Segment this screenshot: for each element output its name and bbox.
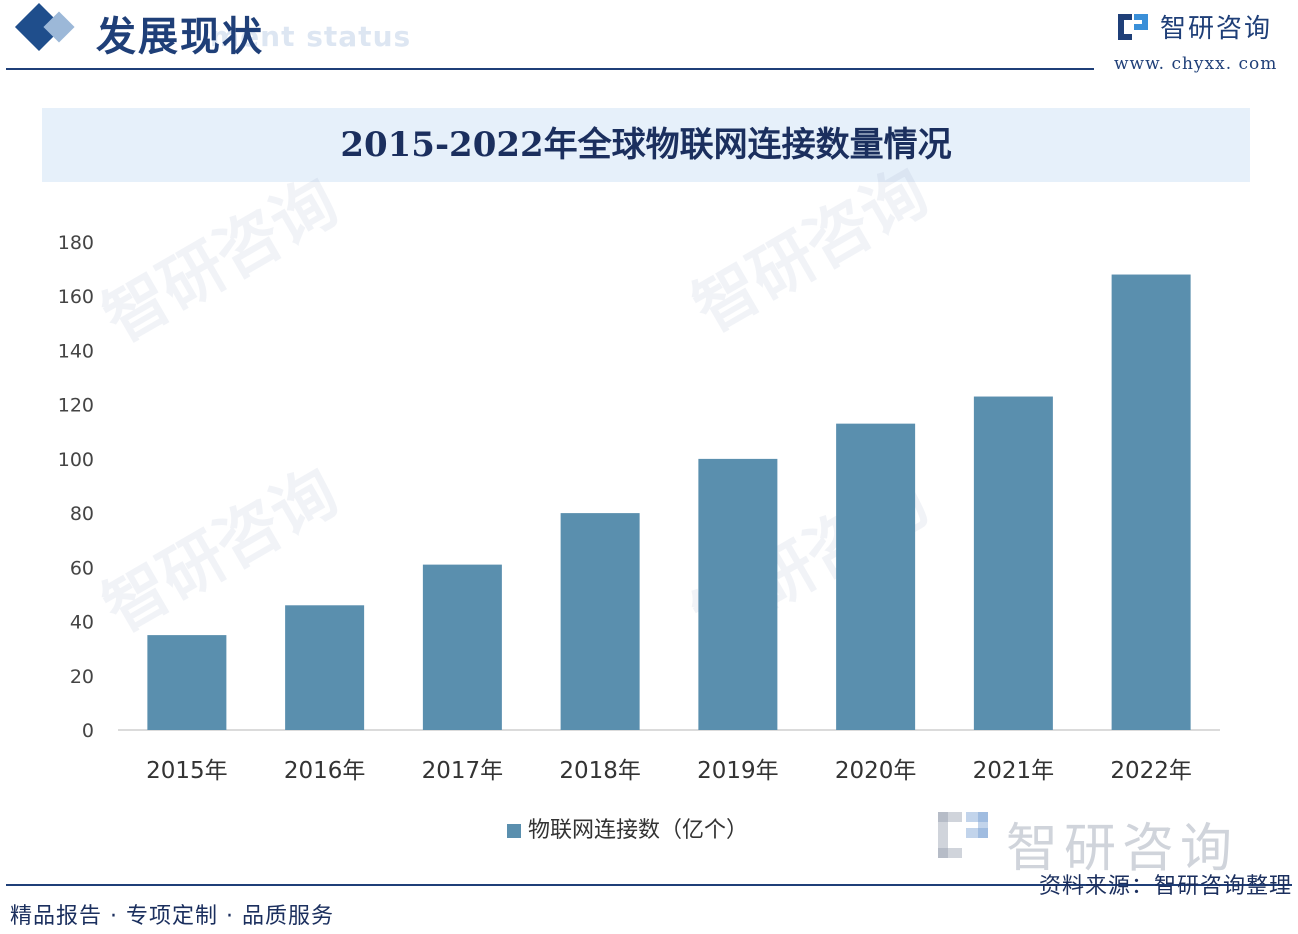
y-tick-label: 140 [58,340,94,362]
legend-label: 物联网连接数（亿个） [528,818,748,843]
x-tick-label: 2015年 [146,758,228,784]
y-tick-label: 120 [58,395,94,417]
brand-url[interactable]: www. chyxx. com [1114,54,1278,74]
y-tick-label: 20 [70,666,94,688]
bar [836,423,916,730]
brand-logo-icon [1118,14,1148,40]
chart-title-band [42,108,1250,182]
chart-title: 2015-2022年全球物联网连接数量情况 [340,125,952,165]
bar [1111,274,1191,730]
x-tick-label: 2019年 [697,758,779,784]
x-tick-label: 2022年 [1110,758,1192,784]
bar [147,635,227,730]
watermark-logo-icon [938,812,988,858]
bar [560,513,640,730]
bar [973,396,1053,730]
bar [698,458,778,730]
y-tick-label: 180 [58,232,94,254]
y-tick-label: 60 [70,557,94,579]
bar [285,605,365,730]
y-tick-label: 100 [58,449,94,471]
footer-divider [6,884,1292,886]
page-title: 发展现状 [96,13,264,60]
legend-swatch [507,824,521,838]
footer-source: 资料来源：智研咨询整理 [1038,874,1292,899]
footer-slogan: 精品报告 · 专项定制 · 品质服务 [10,904,334,929]
bar [422,564,502,730]
y-tick-label: 0 [82,720,94,742]
y-tick-label: 40 [70,612,94,634]
x-tick-label: 2020年 [835,758,917,784]
y-tick-label: 160 [58,286,94,308]
x-tick-label: 2021年 [973,758,1055,784]
watermark-brand-name: 智研咨询 [1006,819,1239,879]
y-tick-label: 80 [70,503,94,525]
brand-name: 智研咨询 [1160,14,1273,44]
bar-chart: 0 20 40 60 80 100 120 140 160 180 2015年 2016年 2017年 2… [58,232,1220,843]
header-divider [6,68,1094,70]
x-tick-label: 2018年 [559,758,641,784]
x-tick-label: 2016年 [284,758,366,784]
header-subtitle: ment status [210,20,412,53]
x-tick-label: 2017年 [422,758,504,784]
